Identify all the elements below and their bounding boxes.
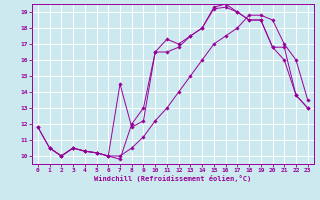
X-axis label: Windchill (Refroidissement éolien,°C): Windchill (Refroidissement éolien,°C) [94, 175, 252, 182]
